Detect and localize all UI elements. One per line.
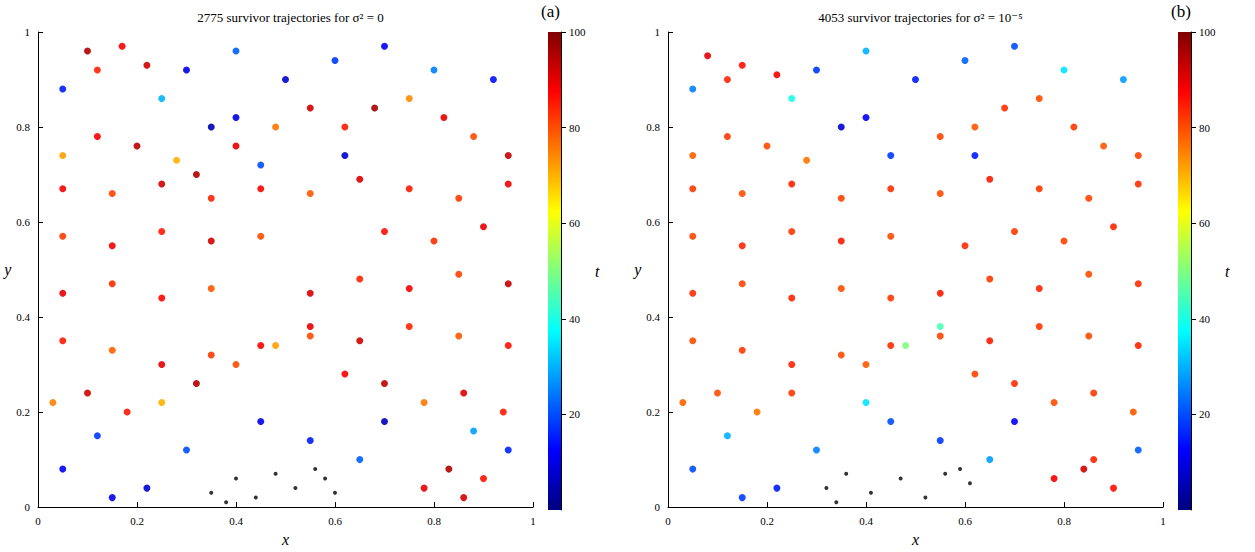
svg-text:(a): (a): [541, 2, 560, 21]
svg-text:0.8: 0.8: [646, 121, 660, 133]
svg-text:100: 100: [569, 26, 586, 38]
svg-text:x: x: [911, 531, 919, 548]
svg-text:40: 40: [569, 313, 581, 325]
svg-text:0: 0: [665, 515, 671, 527]
svg-text:1: 1: [655, 26, 661, 38]
svg-text:1: 1: [530, 515, 536, 527]
svg-text:y: y: [632, 261, 642, 279]
svg-text:0.4: 0.4: [859, 515, 873, 527]
svg-text:100: 100: [1199, 26, 1216, 38]
svg-text:4053 survivor trajectories for: 4053 survivor trajectories for σ² = 10⁻⁵: [818, 10, 1022, 25]
svg-text:0.4: 0.4: [16, 311, 30, 323]
svg-text:80: 80: [1199, 122, 1211, 134]
svg-text:t: t: [595, 263, 600, 280]
svg-text:0: 0: [655, 501, 661, 513]
svg-text:0.6: 0.6: [958, 515, 972, 527]
svg-text:(b): (b): [1171, 2, 1191, 21]
svg-text:0.8: 0.8: [427, 515, 441, 527]
svg-text:0.4: 0.4: [229, 515, 243, 527]
svg-text:0.8: 0.8: [16, 121, 30, 133]
svg-text:20: 20: [1199, 408, 1211, 420]
svg-text:y: y: [2, 261, 12, 279]
svg-text:40: 40: [1199, 313, 1211, 325]
svg-text:0.6: 0.6: [16, 216, 30, 228]
svg-text:80: 80: [569, 122, 581, 134]
svg-text:0.2: 0.2: [16, 406, 30, 418]
svg-text:2775 survivor trajectories for: 2775 survivor trajectories for σ² = 0: [197, 10, 383, 25]
svg-text:t: t: [1225, 263, 1230, 280]
svg-text:0: 0: [25, 501, 31, 513]
svg-text:x: x: [281, 531, 289, 548]
svg-text:1: 1: [1160, 515, 1166, 527]
svg-text:0.2: 0.2: [646, 406, 660, 418]
svg-text:0.6: 0.6: [328, 515, 342, 527]
svg-text:20: 20: [569, 408, 581, 420]
svg-text:1: 1: [25, 26, 31, 38]
svg-text:0: 0: [35, 515, 41, 527]
svg-text:0.6: 0.6: [646, 216, 660, 228]
svg-text:0.2: 0.2: [760, 515, 774, 527]
svg-text:0.2: 0.2: [130, 515, 144, 527]
svg-text:60: 60: [569, 217, 581, 229]
svg-text:0.4: 0.4: [646, 311, 660, 323]
svg-text:0.8: 0.8: [1057, 515, 1071, 527]
svg-text:60: 60: [1199, 217, 1211, 229]
